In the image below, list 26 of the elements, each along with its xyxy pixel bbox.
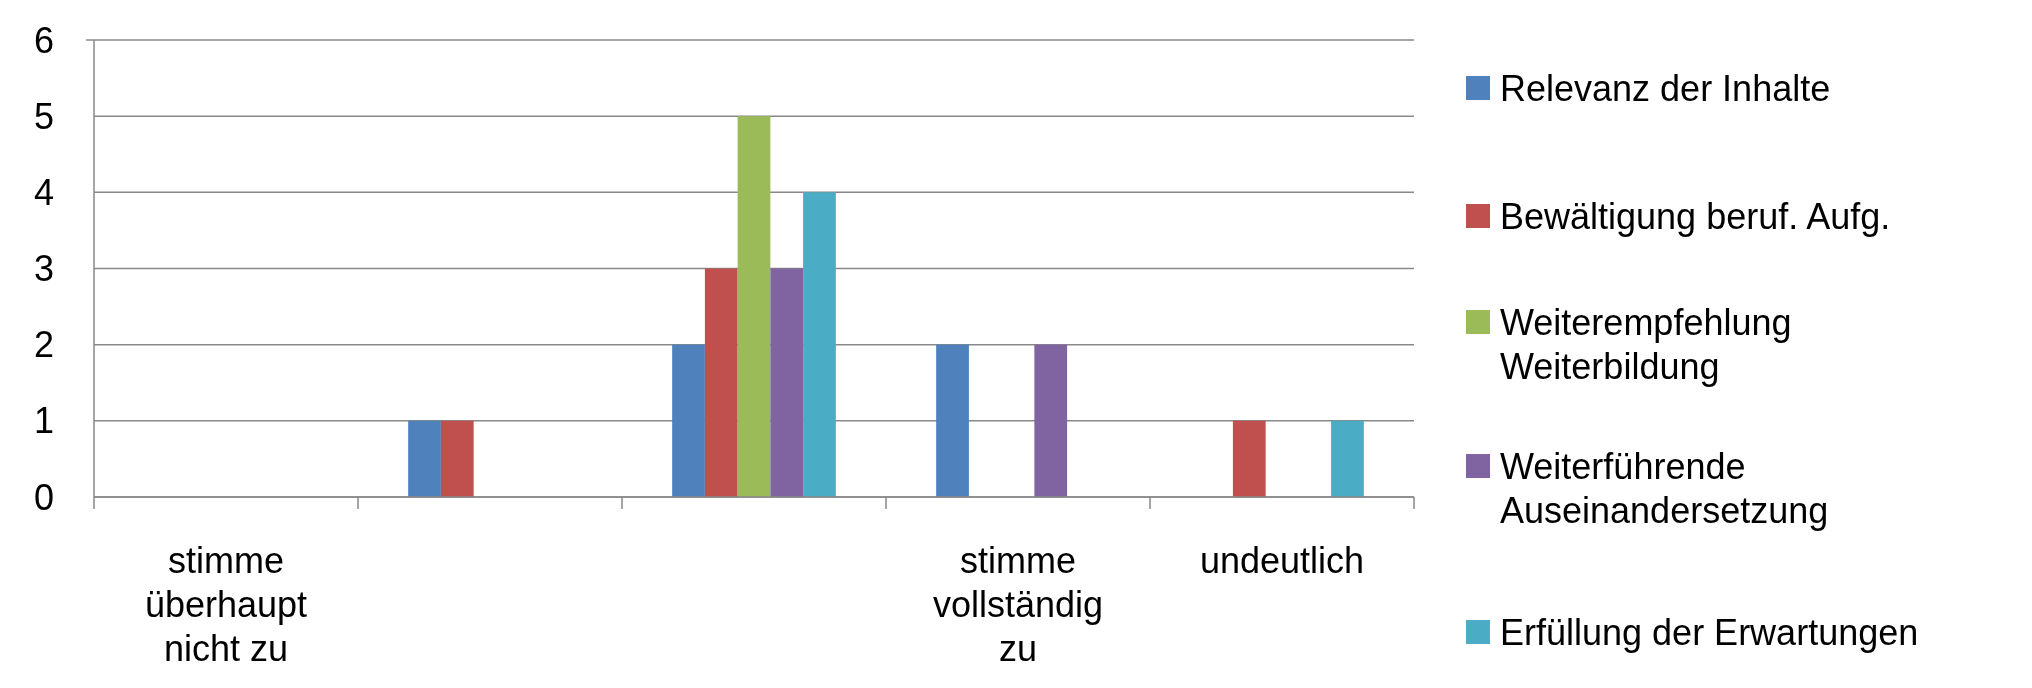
bar [440,420,474,497]
bar [704,268,738,497]
y-tick-label: 4 [33,171,54,213]
y-tick-label: 1 [33,400,54,442]
y-tick-label: 2 [33,324,54,366]
legend-label: Bewältigung beruf. Aufg. [1500,195,1891,237]
legend-label: Erfüllung der Erwartungen [1500,611,1919,653]
y-tick-label: 6 [33,19,54,61]
bar [770,268,804,497]
legend-label: Relevanz der Inhalte [1500,67,1831,109]
x-tick-label: stimme überhaupt nicht zu [144,540,308,669]
bar [936,344,969,497]
x-tick-label: stimme vollständig zu [932,540,1104,669]
bar [1331,420,1364,497]
y-tick-label: 3 [33,248,54,290]
bar [408,420,441,497]
bar [803,192,836,497]
bar [1034,344,1068,497]
bar [1232,420,1266,497]
x-tick-label: undeutlich [1199,540,1365,581]
y-tick-label: 0 [33,476,54,518]
y-tick-label: 5 [33,95,54,137]
legend-label: Weiterführende Auseinandersetzung [1500,445,1829,531]
legend-label: Weiterempfehlung Weiterbildung [1500,301,1792,387]
bar [672,344,705,497]
bar [737,116,771,497]
